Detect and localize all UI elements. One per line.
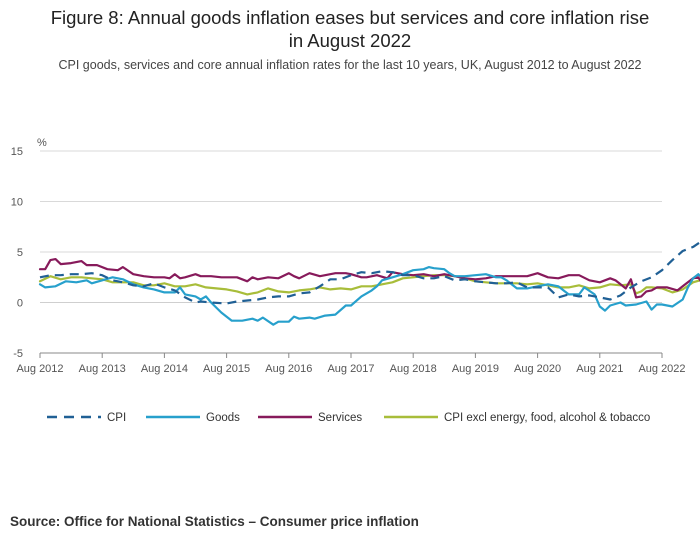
y-tick-label: 0 — [17, 298, 23, 310]
legend-item: Goods — [146, 412, 240, 424]
y-axis-label: % — [37, 137, 47, 149]
chart-title: Figure 8: Annual goods inflation eases b… — [0, 6, 700, 52]
y-tick-label: -5 — [13, 348, 23, 360]
legend-label: CPI excl energy, food, alcohol & tobacco — [444, 412, 650, 424]
legend-item: CPI excl energy, food, alcohol & tobacco — [384, 412, 650, 424]
chart-legend: CPI Goods Services CPI excl energy, food, a… — [47, 412, 650, 424]
series-line-goods — [38, 266, 700, 326]
legend-label: Services — [318, 412, 362, 424]
x-tick-label: Aug 2017 — [327, 363, 374, 375]
x-tick-label: Aug 2022 — [638, 363, 685, 375]
legend-item: CPI — [47, 412, 126, 424]
line-chart: -5 0 5 10 15% Aug 2012 Aug 2013 Aug 2014 Aug 201… — [11, 137, 700, 424]
x-tick-label: Aug 2019 — [452, 363, 499, 375]
chart-subtitle: CPI goods, services and core annual infl… — [58, 58, 642, 72]
legend-label: Goods — [206, 412, 240, 424]
chart-title-line-2: in August 2022 — [288, 30, 412, 51]
x-tick-label: Aug 2015 — [203, 363, 250, 375]
x-tick-label: Aug 2012 — [16, 363, 63, 375]
x-tick-label: Aug 2018 — [390, 363, 437, 375]
y-tick-label: 10 — [11, 197, 23, 209]
series-line-services — [38, 258, 700, 299]
source-note: Source: Office for National Statistics –… — [10, 514, 419, 529]
y-tick-label: 15 — [11, 146, 23, 158]
x-tick-label: Aug 2014 — [141, 363, 188, 375]
legend-label: CPI — [107, 412, 126, 424]
y-tick-label: 5 — [17, 247, 23, 259]
x-tick-label: Aug 2021 — [576, 363, 623, 375]
x-tick-label: Aug 2020 — [514, 363, 561, 375]
x-tick-label: Aug 2016 — [265, 363, 312, 375]
x-tick-label: Aug 2013 — [79, 363, 126, 375]
legend-item: Services — [258, 412, 362, 424]
chart-title-line-1: Figure 8: Annual goods inflation eases b… — [50, 7, 650, 28]
series-line-cpi — [39, 240, 700, 305]
